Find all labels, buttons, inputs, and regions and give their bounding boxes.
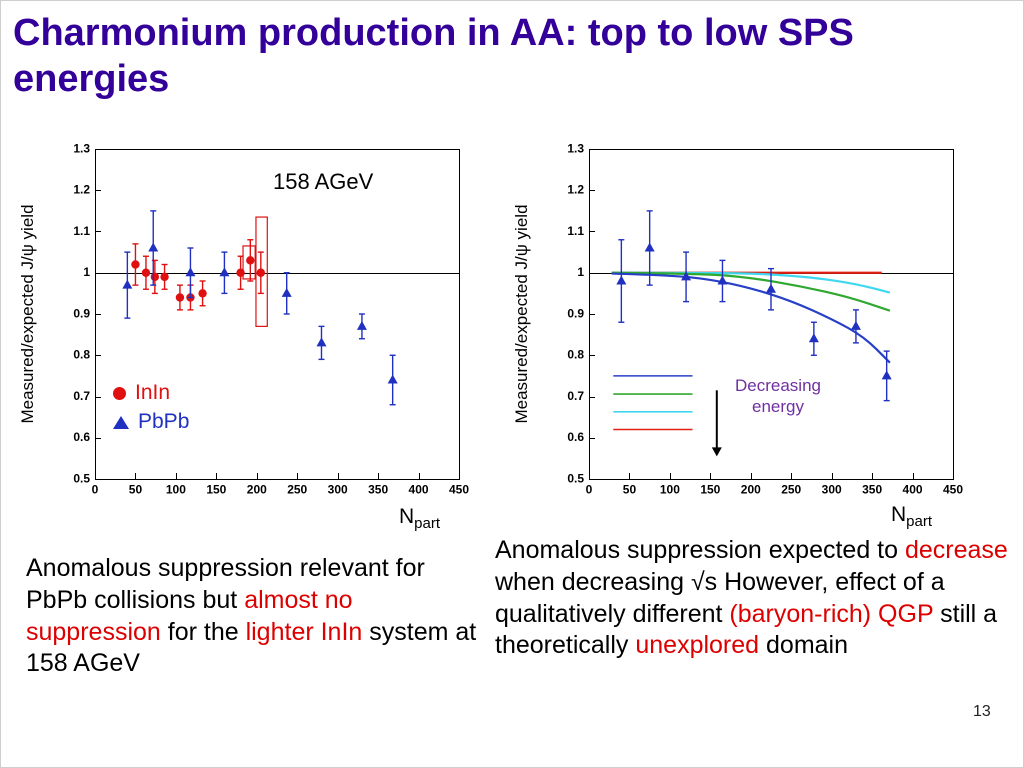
decreasing-energy-annotation: Decreasing energy [735, 376, 821, 417]
caption-segment: almost no suppression [26, 585, 353, 646]
page-number: 13 [973, 703, 991, 720]
caption-segment: when decreasing √s However, effect of a … [495, 567, 945, 628]
page-title: Charmonium production in AA: top to low … [13, 11, 993, 102]
left-chart-legend: InIn PbPb [113, 381, 189, 439]
caption-segment: for the [160, 617, 246, 646]
right-caption: Anomalous suppression expected to decrea… [495, 535, 1017, 662]
left-chart-y-axis-label: Measured/expected J/ψ yield [18, 204, 37, 424]
x-axis-label-sub: part [414, 515, 441, 533]
inin-circle-marker-icon [113, 386, 126, 400]
left-chart-x-axis-label: Npart [399, 505, 440, 532]
page-title-line-2: energies [13, 57, 170, 100]
page-title-line-1: Charmonium production in AA: top to low … [13, 12, 854, 54]
x-axis-label-main: N [399, 505, 415, 528]
caption-segment: still a theoretically [495, 599, 998, 660]
caption-segment: (baryon-rich) QGP [729, 599, 934, 628]
left-caption: Anomalous suppression relevant for PbPb … [26, 553, 484, 680]
legend-row-pbpb: PbPb [113, 410, 189, 434]
caption-segment: decrease [904, 536, 1008, 564]
x-axis-label-main: N [891, 503, 907, 526]
caption-segment: Anomalous suppression expected to [495, 536, 905, 564]
pbpb-triangle-marker-icon [113, 415, 129, 429]
right-chart-canvas [545, 141, 965, 509]
caption-segment: lighter InIn [245, 617, 363, 646]
caption-segment: domain [759, 631, 849, 660]
legend-label-inin: InIn [135, 381, 171, 404]
caption-segment: unexplored [635, 631, 760, 660]
left-chart-canvas [51, 141, 471, 509]
right-chart-x-axis-label: Npart [891, 503, 932, 530]
caption-segment: system at 158 AGeV [26, 617, 477, 678]
legend-row-inin: InIn [113, 381, 189, 405]
caption-segment: Anomalous suppression relevant for PbPb … [26, 554, 425, 614]
right-chart-y-axis-label: Measured/expected J/ψ yield [512, 204, 531, 424]
legend-label-pbpb: PbPb [138, 410, 190, 433]
x-axis-label-sub: part [906, 513, 933, 531]
left-chart-energy-label: 158 AGeV [273, 169, 374, 194]
